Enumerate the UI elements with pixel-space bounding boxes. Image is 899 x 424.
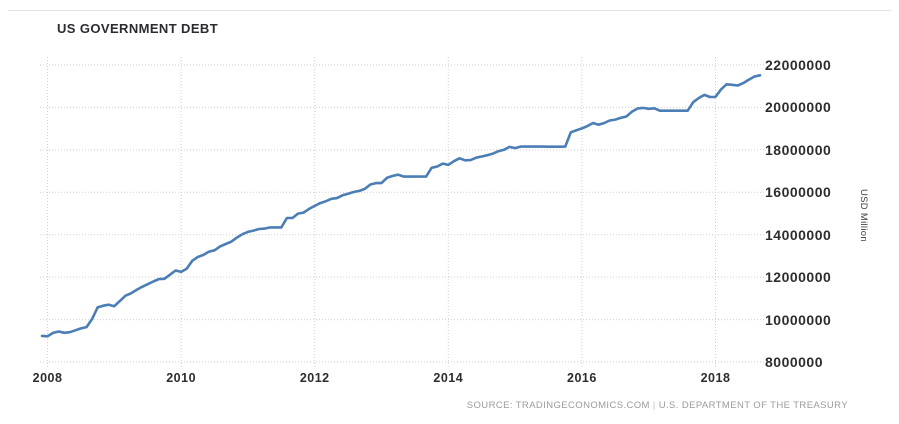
top-divider bbox=[8, 10, 891, 11]
y-axis-unit-label: USD Million bbox=[858, 189, 869, 242]
chart-title: US GOVERNMENT DEBT bbox=[57, 21, 219, 36]
debt-series-line[interactable] bbox=[40, 74, 762, 338]
source-separator: | bbox=[652, 400, 656, 411]
source-site: SOURCE: TRADINGECONOMICS.COM bbox=[466, 400, 650, 411]
source-provider: U.S. DEPARTMENT OF THE TREASURY bbox=[658, 400, 848, 411]
source-attribution: SOURCE: TRADINGECONOMICS.COM | U.S. DEPART… bbox=[467, 400, 848, 411]
